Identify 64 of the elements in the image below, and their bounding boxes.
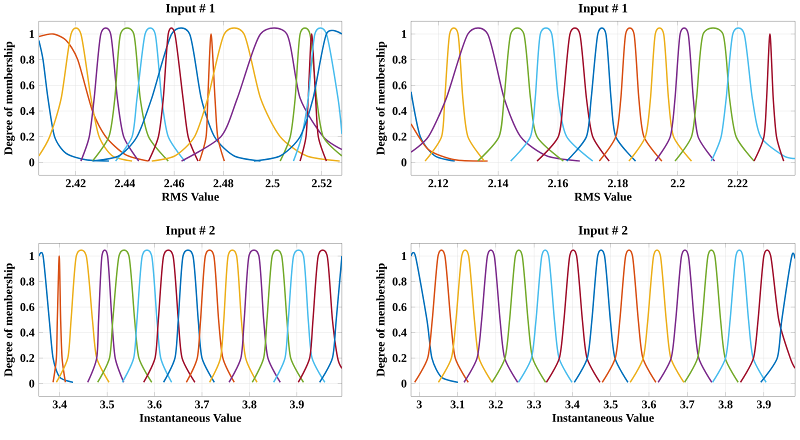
x-tick-label: 3.9 xyxy=(756,400,771,409)
y-tick-label: 0.2 xyxy=(392,132,406,141)
x-tick-label: 3.5 xyxy=(604,400,618,409)
x-tick-label: 2.16 xyxy=(548,179,568,188)
chart-title: Input # 2 xyxy=(166,226,215,238)
y-tick-label: 0 xyxy=(401,380,406,388)
x-tick-label: 2.44 xyxy=(115,179,136,188)
y-axis-title: Degree of membership xyxy=(4,42,15,156)
y-tick-label: 1 xyxy=(402,30,406,38)
y-tick-label: 0 xyxy=(29,158,34,166)
x-tick-label: 3.3 xyxy=(527,400,542,409)
x-axis-title: RMS Value xyxy=(162,192,219,201)
y-axis-title: Degree of membership xyxy=(4,263,15,377)
x-tick-label: 3.7 xyxy=(680,400,694,409)
x-tick-label: 2.12 xyxy=(428,179,448,188)
x-tick-label: 3.8 xyxy=(718,400,733,409)
x-tick-label: 3.4 xyxy=(52,400,67,409)
y-tick-label: 0.4 xyxy=(20,328,34,337)
x-tick-label: 3.1 xyxy=(450,400,464,409)
y-tick-label: 1 xyxy=(30,30,34,38)
x-tick-label: 2.46 xyxy=(164,179,184,188)
y-tick-label: 1 xyxy=(30,252,34,260)
y-tick-label: 0.2 xyxy=(392,354,406,362)
y-tick-label: 0.2 xyxy=(20,132,34,141)
x-tick-label: 3 xyxy=(416,400,422,408)
x-tick-label: 2.22 xyxy=(728,179,748,188)
x-tick-label: 2.18 xyxy=(608,179,628,188)
x-tick-label: 2.42 xyxy=(66,179,86,188)
y-tick-label: 0 xyxy=(29,380,34,388)
y-tick-label: 0.6 xyxy=(20,81,34,90)
y-tick-label: 0.8 xyxy=(392,56,407,64)
x-tick-label: 3.7 xyxy=(195,400,210,409)
x-tick-label: 3.4 xyxy=(565,400,580,409)
y-tick-label: 0.4 xyxy=(392,107,407,116)
x-tick-label: 2.2 xyxy=(670,179,685,188)
x-tick-label: 2.48 xyxy=(214,179,234,188)
y-tick-label: 0.6 xyxy=(392,303,407,312)
y-axis-title: Degree of membership xyxy=(376,42,388,156)
x-axis-title: Instantaneous Value xyxy=(140,414,242,422)
x-tick-label: 2.14 xyxy=(488,179,508,188)
x-tick-label: 3.2 xyxy=(488,400,503,409)
x-tick-label: 3.5 xyxy=(100,400,114,409)
chart-title: Input # 2 xyxy=(578,226,628,238)
y-tick-label: 0.8 xyxy=(20,56,34,64)
y-tick-label: 0.6 xyxy=(392,81,407,90)
chart-title: Input # 1 xyxy=(578,4,628,16)
x-tick-label: 3.6 xyxy=(642,400,656,409)
x-tick-label: 3.9 xyxy=(290,400,304,409)
x-tick-label: 2.5 xyxy=(266,179,280,188)
x-tick-label: 3.8 xyxy=(242,400,256,409)
y-axis-title: Degree of membership xyxy=(376,263,388,377)
y-tick-label: 0.8 xyxy=(392,278,407,286)
y-tick-label: 0.2 xyxy=(20,354,34,362)
y-tick-label: 0.4 xyxy=(20,107,34,116)
x-axis-title: RMS Value xyxy=(574,192,632,201)
y-tick-label: 0 xyxy=(401,158,406,166)
x-tick-label: 2.52 xyxy=(312,179,332,188)
chart-title: Input # 1 xyxy=(166,4,215,16)
y-tick-label: 0.6 xyxy=(20,303,34,312)
y-tick-label: 0.8 xyxy=(20,278,34,286)
x-axis-title: Instantaneous Value xyxy=(552,414,654,422)
y-tick-label: 1 xyxy=(402,252,406,260)
x-tick-label: 3.6 xyxy=(148,400,162,409)
y-tick-label: 0.4 xyxy=(392,328,407,337)
